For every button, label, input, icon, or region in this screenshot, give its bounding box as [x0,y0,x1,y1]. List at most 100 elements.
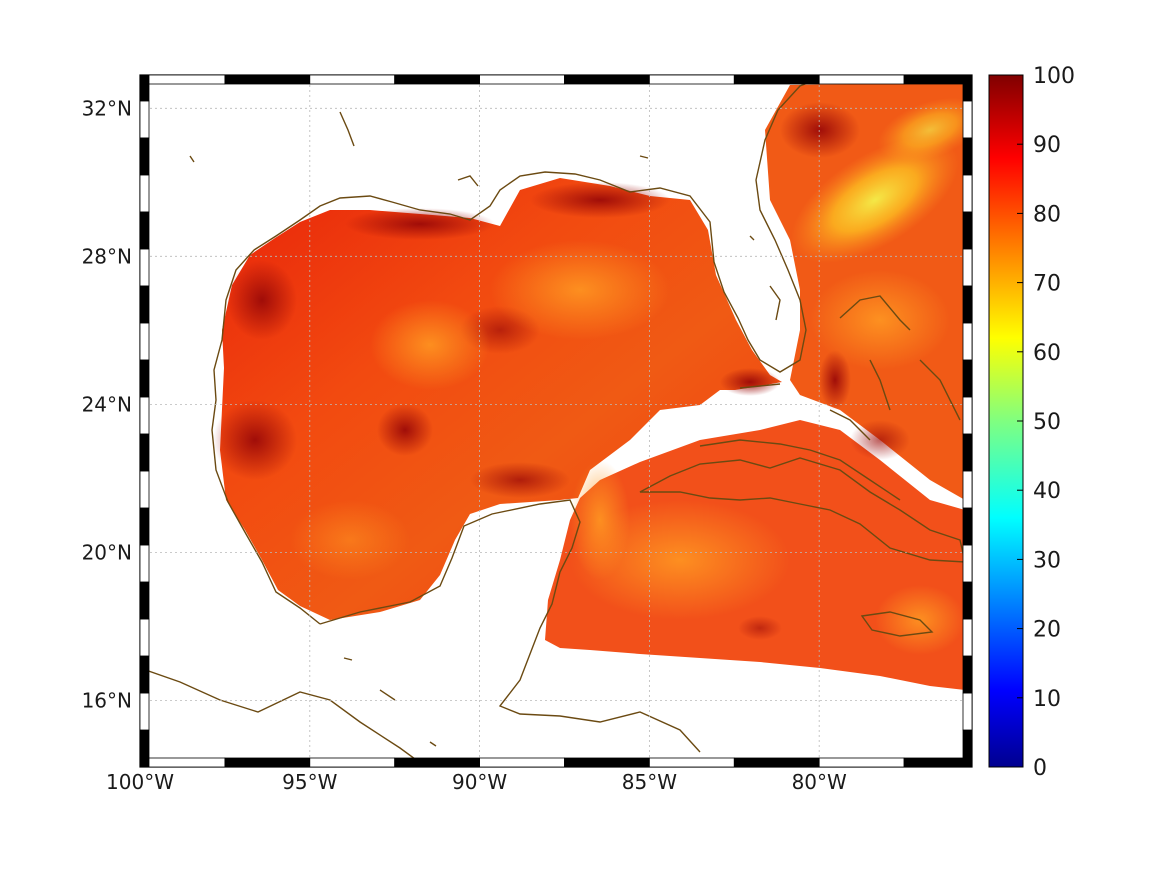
frame-segment-left [139,692,150,731]
lat-tick-label: 16°N [82,688,132,712]
frame-segment-right [962,322,973,361]
frame-segment-right [962,544,973,583]
frame-segment-top [818,74,905,85]
lon-tick-label: 85°W [622,770,677,794]
gulf-stream-tail [877,97,972,163]
frame-segment-right [962,729,973,768]
dark-feature [850,420,910,460]
coastline-yucatan [319,499,701,753]
coastline-bahamas [829,295,961,441]
orange-feature [370,300,490,390]
lon-tick-label: 95°W [282,770,337,794]
coastline-islands [189,111,781,747]
colorbar-tick-label: 90 [1033,133,1061,158]
coastlines [140,77,966,767]
frame-segment-right [962,74,973,102]
frame-segment-bottom [733,757,820,768]
frame-segment-right [962,618,973,657]
dark-feature [227,260,297,340]
longitude-labels: 100°W 95°W 90°W 85°W 80°W [106,770,847,794]
colorbar-tick-label: 60 [1033,341,1061,366]
colorbar-tick-label: 80 [1033,202,1061,227]
lon-tick-label: 80°W [792,770,847,794]
frame-segment-bottom [648,757,735,768]
frame-segment-top [648,74,735,85]
frame-segment-left [139,174,150,213]
coastline-cuba [639,457,966,563]
lat-tick-label: 32°N [82,96,132,120]
lon-tick-label: 100°W [106,770,174,794]
frame-segment-left [139,581,150,620]
frame-segment-top [139,74,226,85]
frame-segment-right [962,396,973,435]
frame-segment-left [139,729,150,768]
frame-segment-left [139,544,150,583]
frame-segment-right [962,211,973,250]
gulf-stream-feature [790,136,960,264]
frame-segment-left [139,433,150,472]
frame-segment-bottom [564,757,650,768]
orange-feature [290,500,410,580]
lat-tick-label: 20°N [82,540,132,564]
frame-segment-top [564,74,650,85]
dark-feature [738,616,782,640]
frame-segment-right [962,285,973,324]
coastline-gulf-north [211,77,821,625]
lon-tick-label: 90°W [452,770,507,794]
frame-segment-left [139,396,150,435]
frame-segment-left [139,359,150,398]
frame-segment-left [139,618,150,657]
frame-segment-bottom [903,757,973,768]
dark-feature [377,404,433,456]
frame-segment-left [139,74,150,102]
frame-segment-left [139,137,150,176]
colorbar-tick-label: 50 [1033,410,1061,435]
frame-segment-left [139,100,150,139]
coastline-jamaica [860,611,934,637]
data-field [213,84,972,690]
frame-segment-right [962,470,973,509]
frame-segment-top [903,74,973,85]
colorbar-tick-label: 40 [1033,479,1061,504]
coastline-cuba-north [699,439,901,501]
dark-feature [345,208,495,240]
orange-feature [810,270,950,370]
dark-feature [213,400,297,480]
dark-feature [720,368,780,396]
frame-segment-top [733,74,820,85]
colorbar-tick-label: 30 [1033,548,1061,573]
coastline-keys [739,383,781,389]
lat-tick-label: 28°N [82,244,132,268]
frame-segment-right [962,692,973,731]
frame-segment-top [309,74,396,85]
frame-segment-right [962,137,973,176]
frame-segment-left [139,655,150,694]
frame-segment-right [962,100,973,139]
frame-segment-right [962,248,973,287]
latitude-labels: 32°N 28°N 24°N 20°N 16°N [82,96,132,712]
lat-tick-label: 24°N [82,392,132,416]
frame-segment-bottom [479,757,565,768]
frame-segment-left [139,211,150,250]
frame-segment-right [962,174,973,213]
frame-segment-top [479,74,565,85]
frame-segment-right [962,655,973,694]
orange-feature [490,240,670,340]
frame-segment-bottom [394,757,480,768]
frame-segment-left [139,322,150,361]
colorbar-tick-label: 100 [1033,64,1075,89]
dark-feature [470,462,570,498]
frame-segment-left [139,470,150,509]
frame-segment-left [139,248,150,287]
frame-segment-left [139,285,150,324]
frame-segment-left [139,507,150,546]
dark-feature [819,350,851,410]
frame-segment-right [962,507,973,546]
colorbar-tick-label: 20 [1033,618,1061,643]
frame-segment-bottom [818,757,905,768]
frame-segment-bottom [139,757,226,768]
frame-segment-top [394,74,480,85]
colorbar-tick-label: 10 [1033,687,1061,712]
orange-feature [570,460,630,580]
